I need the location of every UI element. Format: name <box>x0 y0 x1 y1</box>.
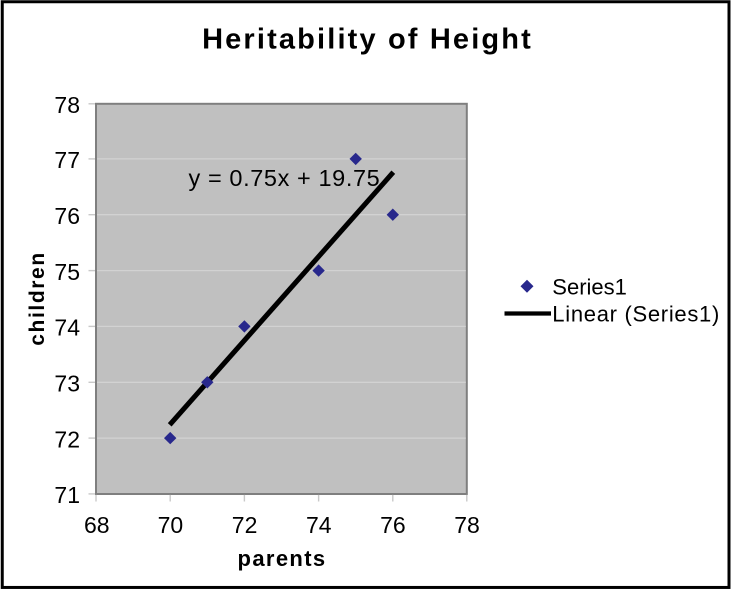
svg-text:Heritability of Height: Heritability of Height <box>202 24 533 56</box>
svg-text:parents: parents <box>238 546 327 571</box>
svg-text:75: 75 <box>54 259 80 285</box>
svg-text:76: 76 <box>54 203 80 229</box>
svg-text:children: children <box>26 251 49 345</box>
svg-text:y = 0.75x + 19.75: y = 0.75x + 19.75 <box>189 165 381 191</box>
svg-text:73: 73 <box>54 371 80 397</box>
svg-text:Linear (Series1): Linear (Series1) <box>552 302 720 327</box>
svg-text:70: 70 <box>158 512 184 538</box>
svg-text:74: 74 <box>54 315 80 341</box>
svg-text:78: 78 <box>54 92 80 118</box>
svg-text:76: 76 <box>380 512 406 538</box>
svg-text:77: 77 <box>54 147 80 173</box>
svg-text:68: 68 <box>84 512 110 538</box>
svg-text:72: 72 <box>54 426 80 452</box>
svg-text:74: 74 <box>306 512 332 538</box>
svg-text:Series1: Series1 <box>552 274 627 299</box>
svg-text:78: 78 <box>454 512 480 538</box>
svg-text:71: 71 <box>54 482 80 508</box>
svg-text:72: 72 <box>232 512 258 538</box>
